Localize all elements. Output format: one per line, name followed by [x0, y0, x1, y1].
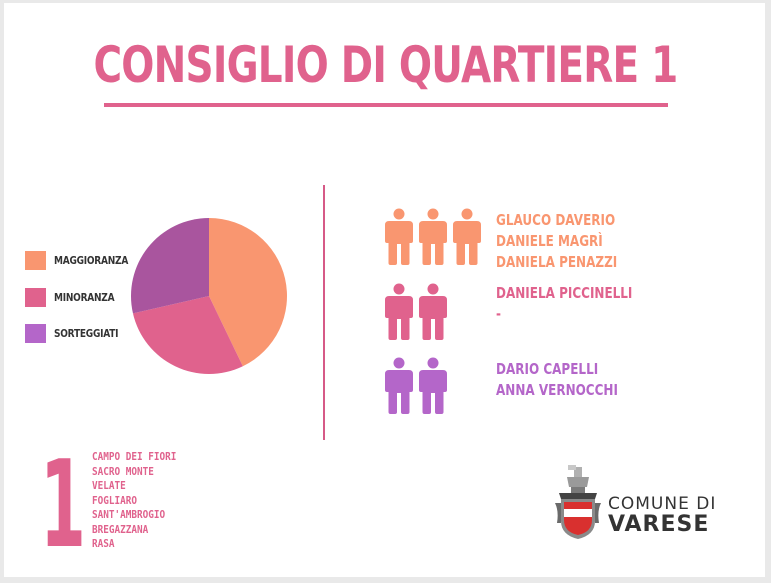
legend-item-maggioranza: MAGGIORANZA [25, 251, 144, 270]
place-item: SACRO MONTE [92, 464, 154, 478]
vertical-divider [323, 185, 325, 440]
person-icon [419, 208, 447, 265]
district-number: 1 [40, 436, 86, 575]
legend-swatch [25, 288, 46, 307]
pie-slice-sorteggiati [131, 218, 209, 314]
place-item: CAMPO DEI FIORI [92, 450, 177, 463]
legend-swatch [25, 324, 46, 343]
person-icon [453, 208, 481, 265]
member-name: DARIO CAPELLI [496, 360, 599, 378]
logo-line-1: COMUNE DI [608, 494, 717, 514]
member-name: DANIELA PENAZZI [496, 253, 618, 271]
people-row-minoranza [385, 283, 453, 340]
person-icon [385, 283, 413, 340]
names-maggioranza: GLAUCO DAVERIO DANIELE MAGRÌ DANIELA PEN… [496, 210, 617, 273]
legend-item-sorteggiati: SORTEGGIATI [25, 324, 132, 343]
legend-label: MINORANZA [54, 291, 115, 304]
pie-slice-maggioranza [209, 218, 287, 367]
names-sorteggiati: DARIO CAPELLI ANNA VERNOCCHI [496, 359, 618, 401]
infographic-card [4, 3, 765, 577]
composition-pie-chart [131, 218, 287, 374]
place-item: VELATE [92, 479, 126, 492]
legend-label: SORTEGGIATI [54, 327, 119, 340]
person-icon [419, 283, 447, 340]
place-item: SANT'AMBROGIO [92, 508, 166, 521]
places-list: CAMPO DEI FIORI SACRO MONTE VELATE FOGLI… [92, 450, 176, 552]
person-icon [419, 357, 447, 414]
member-name: - [496, 305, 501, 323]
logo-line-2: VARESE [608, 512, 710, 537]
legend-item-minoranza: MINORANZA [25, 288, 128, 307]
place-item: BREGAZZANA [92, 522, 149, 536]
member-name: ANNA VERNOCCHI [496, 381, 618, 399]
member-name: GLAUCO DAVERIO [496, 211, 616, 229]
page-title: CONSIGLIO DI QUARTIERE 1 [93, 36, 678, 94]
place-item: FOGLIARO [92, 493, 138, 507]
place-item: RASA [92, 537, 115, 550]
member-name: DANIELE MAGRÌ [496, 232, 603, 250]
legend-label: MAGGIORANZA [54, 254, 129, 267]
pie-slice-minoranza [132, 296, 243, 374]
legend-swatch [25, 251, 46, 270]
person-icon [385, 208, 413, 265]
member-name: DANIELA PICCINELLI [496, 284, 633, 302]
varese-coat-of-arms-icon [555, 465, 601, 539]
title-underline [104, 103, 668, 107]
people-row-maggioranza [385, 208, 487, 265]
names-minoranza: DANIELA PICCINELLI - [496, 283, 632, 325]
person-icon [385, 357, 413, 414]
people-row-sorteggiati [385, 357, 453, 414]
